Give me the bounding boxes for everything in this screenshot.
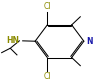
Text: Cl: Cl <box>44 2 51 11</box>
Text: HN: HN <box>6 36 19 45</box>
Text: Cl: Cl <box>44 72 51 81</box>
Text: N: N <box>86 37 93 46</box>
